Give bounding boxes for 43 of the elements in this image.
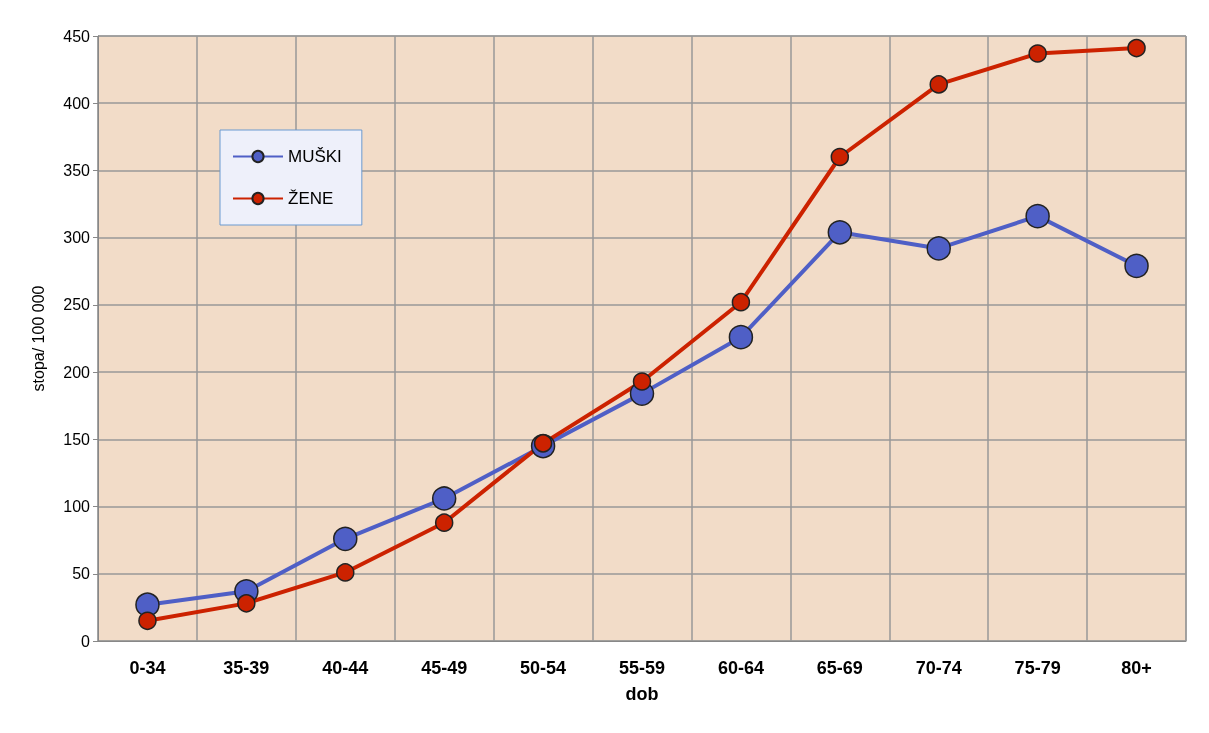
point — [336, 563, 355, 582]
x-tick-label: 40-44 — [322, 658, 369, 678]
y-tick-label: 150 — [63, 430, 91, 448]
point — [830, 147, 850, 167]
x-tick-label: 80+ — [1121, 658, 1152, 678]
point — [926, 236, 951, 261]
y-tick-label: 100 — [63, 498, 91, 516]
point — [135, 592, 160, 617]
y-tick-label: 400 — [63, 94, 91, 112]
point — [1124, 253, 1149, 279]
legend-label: ŽENE — [288, 189, 334, 208]
point — [929, 75, 948, 94]
legend-label: MUŠKI — [288, 147, 342, 166]
x-tick-label: 70-74 — [915, 658, 962, 678]
x-tick-label: 50-54 — [520, 658, 567, 678]
y-tick-label: 250 — [63, 296, 91, 314]
x-tick-label: 35-39 — [223, 658, 270, 678]
x-tick-label: 45-49 — [421, 658, 468, 678]
point — [632, 372, 652, 391]
y-tick-label: 200 — [63, 363, 91, 381]
point — [333, 526, 358, 552]
y-tick-label: 50 — [72, 565, 91, 583]
point — [1028, 44, 1047, 63]
y-tick-label: 300 — [63, 229, 91, 247]
x-tick-label: 0-34 — [129, 658, 166, 678]
y-tick-label: 350 — [63, 161, 91, 179]
point — [1127, 38, 1146, 58]
point — [237, 594, 256, 613]
point — [434, 513, 454, 532]
point — [138, 611, 157, 631]
x-tick-label: 75-79 — [1014, 658, 1061, 678]
y-tick-label: 0 — [81, 632, 91, 650]
x-tick-label: 55-59 — [618, 658, 666, 678]
x-axis-title: dob — [625, 684, 659, 704]
y-axis-title: stopa/ 100 000 — [29, 285, 47, 392]
point — [827, 220, 853, 245]
y-tick-label: 450 — [63, 27, 91, 45]
point — [1025, 203, 1050, 229]
point — [731, 292, 751, 312]
point — [431, 486, 457, 511]
x-tick-label: 60-64 — [717, 658, 764, 678]
x-tick-label: 65-69 — [816, 658, 863, 678]
point — [728, 324, 754, 350]
